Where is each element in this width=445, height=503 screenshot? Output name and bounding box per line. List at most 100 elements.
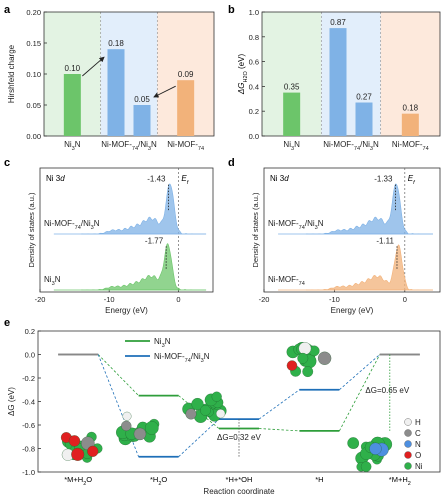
y-tick-label: -1.0 [22, 468, 35, 477]
y-tick-label: 0.4 [249, 82, 259, 91]
panel-d-chart: -20 -10 0 Energy (eV) Density of states (a.u… [251, 167, 441, 315]
bar [283, 92, 301, 136]
atom-legend-label: Ni [415, 462, 423, 471]
series-label: Ni-MOF-74/Ni3N [268, 219, 324, 231]
bar [133, 105, 151, 136]
y-tick-label: -0.2 [22, 374, 35, 383]
bar [401, 113, 419, 136]
y-tick-label: -0.6 [22, 421, 35, 430]
atom-sphere [317, 351, 332, 365]
panel-letter-c: c [4, 157, 10, 169]
d-band-center-label: -1.33 [374, 175, 393, 184]
atom-legend-label: O [415, 451, 421, 460]
y-axis-label: ΔG (eV) [7, 387, 16, 416]
y-axis-label: ΔGH2O (eV) [237, 54, 249, 96]
atom-sphere [298, 342, 312, 355]
y-tick-label: 0.2 [249, 107, 259, 116]
atom-legend-swatch [404, 429, 412, 437]
atom-legend-label: C [415, 429, 421, 438]
bar-value-label: 0.18 [108, 39, 124, 48]
atom-sphere [121, 420, 132, 432]
annotation-arrow [153, 85, 176, 98]
dos-curve [305, 183, 433, 235]
panel-letter-d: d [228, 157, 235, 169]
x-tick-label: -10 [104, 295, 115, 304]
bar-value-label: 0.87 [330, 18, 346, 27]
bar [329, 28, 347, 136]
y-tick-label: -0.4 [22, 398, 35, 407]
x-axis-label: Energy (eV) [331, 306, 374, 315]
y-tick-label: 1.0 [249, 8, 259, 17]
atom-legend-label: N [415, 440, 421, 449]
axes-frame [39, 167, 214, 293]
x-tick-label: 0 [176, 295, 180, 304]
energy-connector [178, 418, 220, 458]
bar-value-label: 0.10 [65, 64, 81, 73]
y-axis-label: Density of states (a.u.) [27, 192, 36, 268]
dos-title: Ni 3d [270, 174, 289, 183]
legend-label: Ni-MOF-74/Ni3N [154, 352, 210, 364]
atom-sphere [297, 352, 309, 364]
energy-connector [339, 354, 381, 432]
panel-c-chart: -20 -10 0 Energy (eV) Density of states (a.u… [27, 167, 214, 315]
panel-letter-b: b [228, 4, 235, 16]
bar [107, 49, 125, 137]
panel-letter-e: e [4, 317, 10, 329]
x-category-label: *M+H2 [389, 475, 411, 487]
axes-frame [263, 167, 441, 293]
y-tick-label: 0.20 [26, 8, 41, 17]
atom-sphere [191, 398, 204, 411]
x-category-label: Ni-MOF-74 [392, 140, 429, 152]
x-category-label: Ni-MOF-74 [167, 140, 204, 152]
y-tick-label: 0.15 [26, 39, 41, 48]
series-label: Ni3N [44, 275, 61, 287]
atom-sphere [87, 445, 99, 457]
atom-legend-swatch [404, 418, 412, 426]
panel-e-chart: 0.20.0-0.2-0.4-0.6-0.8-1.0ΔG (eV)*M+H2O *… [7, 327, 441, 496]
bar-value-label: 0.35 [284, 83, 300, 92]
x-category-label: Ni3N [64, 140, 81, 152]
x-category-label: *M+H2O [64, 475, 92, 487]
y-tick-label: 0.8 [249, 33, 259, 42]
atom-sphere [68, 435, 81, 447]
atom-sphere [122, 411, 132, 421]
fermi-level-label: Ef [181, 174, 188, 186]
x-axis-label: Reaction coordinate [203, 487, 275, 496]
x-category-label: *H2O [150, 475, 167, 487]
bar [177, 80, 195, 136]
atom-sphere [286, 360, 298, 371]
fermi-level-label: Ef [408, 174, 415, 186]
panel-letter-a: a [4, 4, 11, 16]
d-band-center-label: -1.11 [376, 236, 394, 245]
energy-connector [339, 354, 381, 391]
d-band-center-label: -1.77 [145, 236, 164, 245]
atom-legend-swatch [404, 440, 412, 448]
dos-curve [305, 244, 433, 291]
axes-frame [261, 11, 441, 137]
bar [63, 74, 81, 136]
x-category-label: Ni-MOF-74/Ni3N [323, 140, 379, 152]
x-category-label: Ni-MOF-74/Ni3N [101, 140, 157, 152]
x-category-label: *H [315, 475, 323, 484]
bar-value-label: 0.18 [403, 104, 419, 113]
bar-value-label: 0.05 [134, 95, 150, 104]
y-axis-label: Density of states (a.u.) [251, 192, 260, 268]
atom-sphere [211, 391, 222, 402]
series-label: Ni-MOF-74/Ni3N [44, 219, 100, 231]
energy-connector [258, 389, 300, 420]
legend-label: Ni3N [154, 337, 171, 349]
atom-sphere [369, 442, 382, 455]
atom-sphere [216, 409, 226, 419]
atom-legend-label: H [415, 418, 421, 427]
atom-legend-swatch [404, 451, 412, 459]
x-tick-label: 0 [403, 295, 407, 304]
y-tick-label: 0.2 [25, 327, 35, 336]
dos-title: Ni 3d [46, 174, 65, 183]
y-tick-label: 0.10 [26, 70, 41, 79]
x-tick-label: -20 [259, 295, 270, 304]
atom-sphere [133, 427, 147, 441]
bar [355, 102, 373, 136]
x-tick-label: -20 [35, 295, 46, 304]
bar-value-label: 0.09 [178, 70, 194, 79]
